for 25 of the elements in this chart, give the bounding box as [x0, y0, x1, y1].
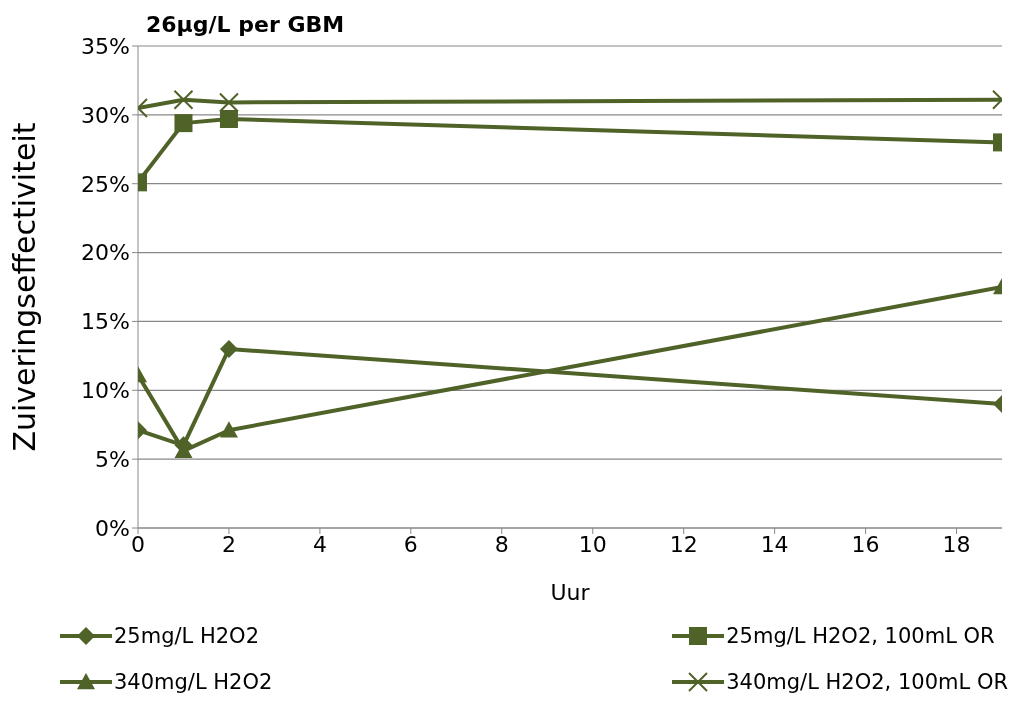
legend-label: 340mg/L H2O2, 100mL OR	[726, 670, 1008, 694]
y-tick-label: 25%	[81, 171, 130, 197]
y-tick-label: 20%	[81, 240, 130, 266]
legend-label: 340mg/L H2O2	[114, 670, 273, 694]
y-tick-label: 5%	[95, 446, 130, 472]
y-tick-label: 0%	[95, 515, 130, 541]
y-tick-label: 15%	[81, 309, 130, 335]
y-tick-label: 35%	[81, 33, 130, 59]
y-tick-label: 30%	[81, 102, 130, 128]
chart-title: 26μg/L per GBM	[146, 12, 345, 37]
legend-label: 25mg/L H2O2	[114, 624, 260, 648]
x-tick-label: 12	[669, 531, 698, 557]
x-tick-label: 2	[221, 531, 236, 557]
y-tick-label: 10%	[81, 378, 130, 404]
legend-label: 25mg/L H2O2, 100mL OR	[726, 624, 995, 648]
x-tick-label: 6	[403, 531, 418, 557]
x-tick-label: 8	[494, 531, 509, 557]
y-axis-title: Zuiveringseffectiviteit	[6, 122, 42, 452]
x-tick-label: 0	[131, 531, 145, 557]
x-axis-title: Uur	[550, 580, 591, 605]
x-tick-label: 14	[760, 531, 789, 557]
x-tick-label: 10	[578, 531, 607, 557]
x-tick-label: 4	[312, 531, 327, 557]
x-tick-label: 18	[942, 531, 971, 557]
x-tick-label: 16	[851, 531, 880, 557]
